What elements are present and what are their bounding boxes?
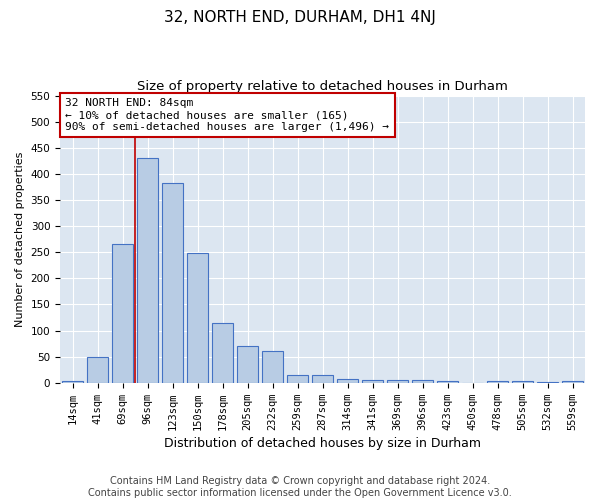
Text: 32, NORTH END, DURHAM, DH1 4NJ: 32, NORTH END, DURHAM, DH1 4NJ [164, 10, 436, 25]
Bar [137, 158, 158, 383]
Bar [287, 375, 308, 383]
Bar [312, 375, 333, 383]
Bar [212, 323, 233, 383]
Bar [412, 380, 433, 383]
Bar [512, 382, 533, 383]
Bar [337, 378, 358, 383]
Title: Size of property relative to detached houses in Durham: Size of property relative to detached ho… [137, 80, 508, 93]
Bar [162, 183, 183, 383]
Bar [262, 352, 283, 383]
Bar [387, 380, 408, 383]
Text: Contains HM Land Registry data © Crown copyright and database right 2024.
Contai: Contains HM Land Registry data © Crown c… [88, 476, 512, 498]
Bar [562, 382, 583, 383]
Text: 32 NORTH END: 84sqm
← 10% of detached houses are smaller (165)
90% of semi-detac: 32 NORTH END: 84sqm ← 10% of detached ho… [65, 98, 389, 132]
Bar [537, 382, 558, 383]
Y-axis label: Number of detached properties: Number of detached properties [15, 152, 25, 327]
X-axis label: Distribution of detached houses by size in Durham: Distribution of detached houses by size … [164, 437, 481, 450]
Bar [237, 346, 258, 383]
Bar [87, 356, 108, 383]
Bar [362, 380, 383, 383]
Bar [487, 380, 508, 383]
Bar [62, 382, 83, 383]
Bar [187, 254, 208, 383]
Bar [437, 382, 458, 383]
Bar [112, 244, 133, 383]
